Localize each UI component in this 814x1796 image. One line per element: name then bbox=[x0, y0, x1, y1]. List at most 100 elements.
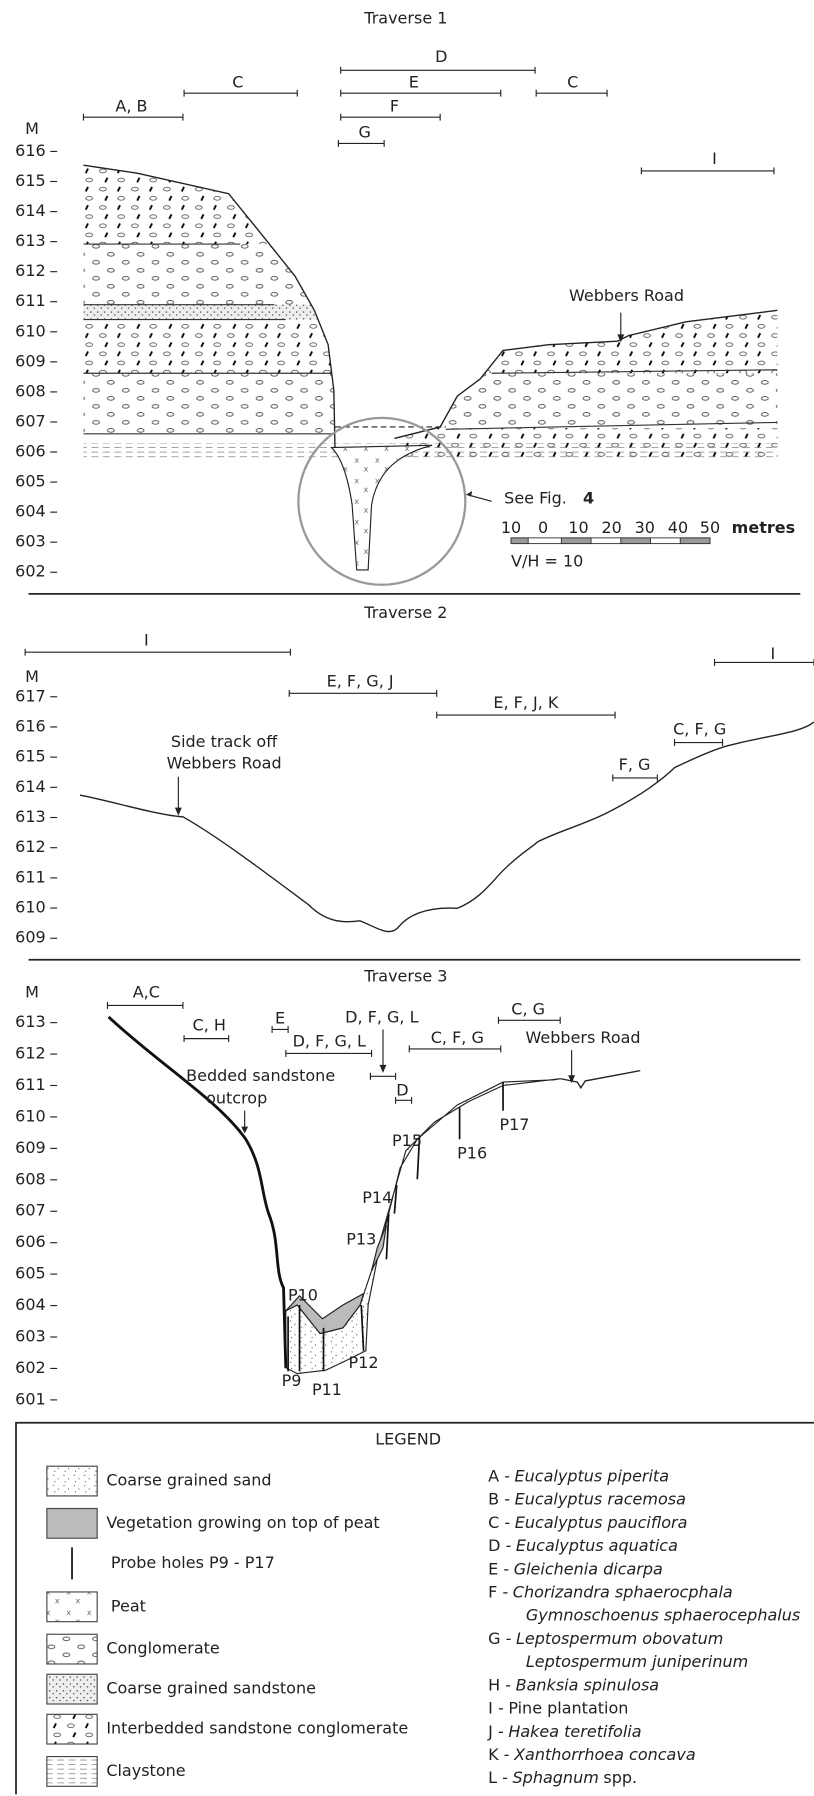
species-key: H - bbox=[488, 1675, 511, 1694]
species-suffix: spp. bbox=[603, 1768, 637, 1787]
traverse3-geology bbox=[107, 1015, 641, 1375]
tick-label: 607 bbox=[15, 1201, 46, 1220]
tick-label: 611 bbox=[15, 867, 46, 886]
axis-unit: M bbox=[25, 982, 39, 1001]
tick-label: 615 bbox=[15, 747, 46, 766]
tick-label: 614 bbox=[15, 201, 46, 220]
species-key: E - bbox=[488, 1559, 509, 1578]
range-label: F bbox=[390, 96, 399, 115]
traverse-title: Traverse 2 bbox=[363, 603, 447, 622]
tick-label: 609 bbox=[15, 351, 46, 370]
range-label: C bbox=[567, 72, 578, 91]
annotation: Webbers Road bbox=[569, 286, 684, 305]
scale-ratio: V/H = 10 bbox=[511, 551, 583, 570]
legend-label: Coarse grained sand bbox=[106, 1471, 271, 1490]
species-key: B - bbox=[488, 1489, 510, 1508]
legend-label: Vegetation growing on top of peat bbox=[106, 1513, 379, 1532]
species-entry: G - Leptospermum obovatum bbox=[488, 1628, 723, 1647]
species-name: Gymnoschoenus sphaerocephalus bbox=[526, 1605, 800, 1624]
range-label: I bbox=[144, 630, 149, 649]
scale-label: 10 bbox=[568, 518, 588, 537]
species-name: Xanthorrhoea concava bbox=[513, 1744, 696, 1763]
species-entry: C - Eucalyptus pauciflora bbox=[488, 1512, 687, 1531]
scale-label: 20 bbox=[601, 518, 621, 537]
tick-label: 616 bbox=[15, 141, 46, 160]
arrow bbox=[174, 807, 182, 816]
probe-label: P11 bbox=[312, 1380, 342, 1399]
legend-label: Claystone bbox=[106, 1761, 185, 1780]
annotation: 4 bbox=[583, 489, 594, 508]
axis-unit: M bbox=[25, 119, 39, 138]
tick-label: 610 bbox=[15, 1106, 46, 1125]
scale-label: 40 bbox=[668, 518, 688, 537]
species-entry: E - Gleichenia dicarpa bbox=[488, 1559, 663, 1578]
range-label: C bbox=[232, 72, 243, 91]
tick-label: 608 bbox=[15, 381, 46, 400]
species-name: Chorizandra sphaerocphala bbox=[513, 1582, 733, 1601]
species-name: Pine plantation bbox=[508, 1698, 628, 1717]
tick-label: 613 bbox=[15, 1012, 46, 1031]
legend-label: Peat bbox=[111, 1596, 146, 1615]
legend-swatch bbox=[46, 1756, 98, 1787]
legend-title: LEGEND bbox=[375, 1429, 441, 1448]
species-entry: Gymnoschoenus sphaerocephalus bbox=[526, 1605, 800, 1624]
tick-label: 613 bbox=[15, 807, 46, 826]
axis-unit: M bbox=[25, 667, 39, 686]
species-entry: H - Banksia spinulosa bbox=[488, 1675, 659, 1694]
range-label: E bbox=[409, 72, 419, 91]
species-key: C - bbox=[488, 1512, 510, 1531]
species-entry: F - Chorizandra sphaerocphala bbox=[488, 1582, 733, 1601]
range-label: C, G bbox=[511, 1000, 545, 1019]
tick-label: 604 bbox=[15, 502, 46, 521]
traverse-title: Traverse 3 bbox=[363, 966, 447, 985]
tick-label: 612 bbox=[15, 837, 46, 856]
range-label: D, F, G, L bbox=[345, 1008, 418, 1027]
species-key: D - bbox=[488, 1536, 511, 1555]
legend-swatch bbox=[46, 1507, 98, 1539]
tick-label: 616 bbox=[15, 716, 46, 735]
range-label: D, F, G, L bbox=[293, 1032, 366, 1051]
probe-label: P10 bbox=[288, 1285, 318, 1304]
tick-label: 613 bbox=[15, 231, 46, 250]
scale-label: 50 bbox=[700, 518, 720, 537]
species-entry: D - Eucalyptus aquatica bbox=[488, 1536, 678, 1555]
tick-label: 617 bbox=[15, 686, 46, 705]
legend-label: Conglomerate bbox=[106, 1639, 219, 1658]
species-entry: L - Sphagnum spp. bbox=[488, 1768, 637, 1787]
species-key: I - bbox=[488, 1698, 504, 1717]
annotation: Webbers Road bbox=[526, 1028, 641, 1047]
scale-label: 10 bbox=[501, 518, 521, 537]
range-label: C, F, G bbox=[431, 1028, 484, 1047]
range-label: F, G bbox=[619, 755, 651, 774]
tick-label: 614 bbox=[15, 777, 46, 796]
range-label: A, B bbox=[115, 96, 147, 115]
tick-label: 612 bbox=[15, 261, 46, 280]
probe-label: P12 bbox=[349, 1353, 379, 1372]
tick-label: 609 bbox=[15, 928, 46, 947]
tick-label: 615 bbox=[15, 171, 46, 190]
species-entry: B - Eucalyptus racemosa bbox=[488, 1489, 686, 1508]
range-label: G bbox=[358, 123, 370, 142]
species-key: A - bbox=[488, 1466, 510, 1485]
probe-label: P17 bbox=[499, 1115, 529, 1134]
tick-label: 605 bbox=[15, 472, 46, 491]
tick-label: 606 bbox=[15, 442, 46, 461]
tick-label: 611 bbox=[15, 291, 46, 310]
legend-swatch bbox=[46, 1713, 98, 1745]
tick-label: 603 bbox=[15, 532, 46, 551]
annotation: outcrop bbox=[206, 1089, 267, 1108]
species-name: Sphagnum bbox=[513, 1768, 599, 1787]
range-label: I bbox=[712, 149, 717, 168]
species-name: Banksia spinulosa bbox=[516, 1675, 659, 1694]
annotation: See Fig. bbox=[504, 489, 567, 508]
tick-label: 606 bbox=[15, 1232, 46, 1251]
annotation: Side track off bbox=[171, 732, 278, 751]
legend-swatch bbox=[46, 1591, 98, 1623]
probe-label: P15 bbox=[392, 1131, 422, 1150]
probe-label: P9 bbox=[282, 1371, 302, 1390]
tick-label: 609 bbox=[15, 1138, 46, 1157]
probe-label: P13 bbox=[346, 1229, 376, 1248]
legend-label: Coarse grained sandstone bbox=[106, 1679, 316, 1698]
annotation: Bedded sandstone bbox=[186, 1066, 335, 1085]
